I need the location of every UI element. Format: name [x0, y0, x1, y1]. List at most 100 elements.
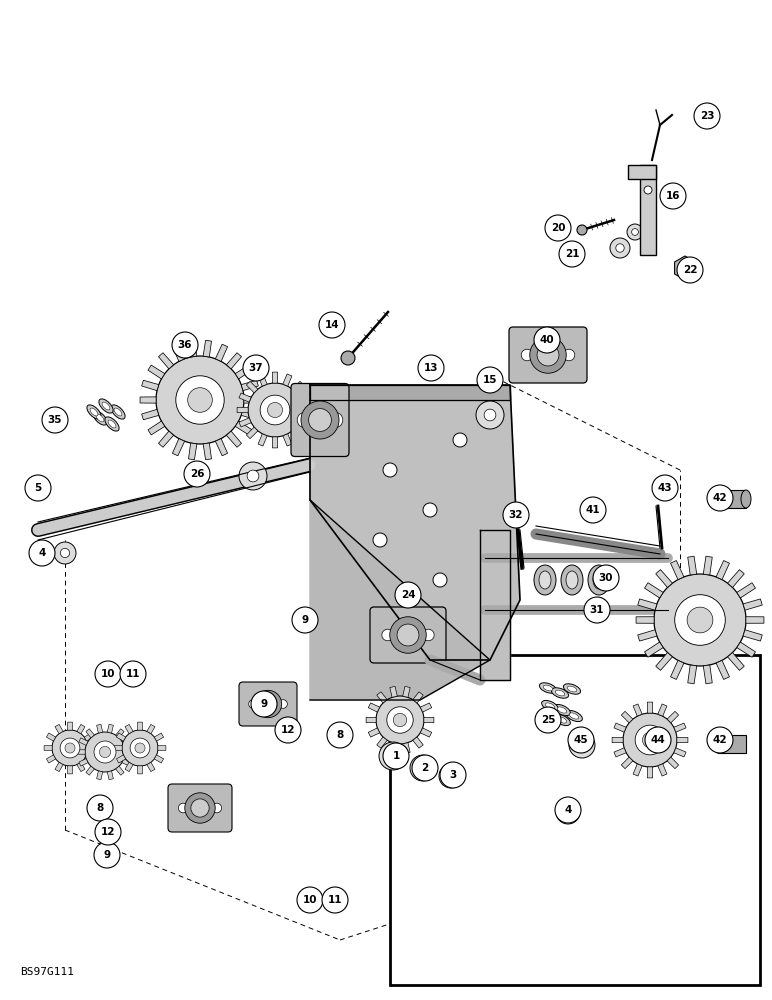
Circle shape — [65, 743, 75, 753]
Circle shape — [279, 700, 287, 708]
Ellipse shape — [534, 565, 556, 595]
Polygon shape — [648, 702, 652, 713]
Ellipse shape — [566, 710, 582, 722]
FancyBboxPatch shape — [370, 607, 446, 663]
Polygon shape — [368, 728, 380, 737]
Ellipse shape — [542, 709, 558, 721]
Text: 43: 43 — [658, 483, 672, 493]
Polygon shape — [246, 427, 258, 439]
Polygon shape — [658, 764, 667, 776]
FancyBboxPatch shape — [168, 784, 232, 832]
Circle shape — [707, 485, 733, 511]
Polygon shape — [420, 728, 432, 737]
Polygon shape — [86, 729, 94, 738]
Circle shape — [297, 412, 313, 428]
Circle shape — [297, 887, 323, 913]
Text: 30: 30 — [599, 573, 613, 583]
Circle shape — [95, 661, 121, 687]
Polygon shape — [241, 409, 259, 420]
Circle shape — [484, 409, 496, 421]
Bar — [390, 655, 760, 985]
Ellipse shape — [557, 717, 567, 723]
Polygon shape — [125, 750, 133, 754]
Polygon shape — [237, 407, 248, 413]
Text: 4: 4 — [564, 805, 572, 815]
Ellipse shape — [99, 399, 113, 413]
Polygon shape — [46, 733, 56, 741]
Polygon shape — [79, 759, 88, 766]
Circle shape — [383, 463, 397, 477]
Polygon shape — [125, 724, 133, 734]
Circle shape — [184, 461, 210, 487]
Circle shape — [292, 607, 318, 633]
Text: 20: 20 — [550, 223, 565, 233]
Text: 21: 21 — [565, 249, 579, 259]
Polygon shape — [688, 665, 696, 684]
Circle shape — [60, 738, 80, 758]
Polygon shape — [743, 599, 762, 610]
Ellipse shape — [111, 405, 125, 419]
Circle shape — [395, 582, 421, 608]
Polygon shape — [636, 617, 654, 623]
Circle shape — [176, 376, 224, 424]
Ellipse shape — [542, 700, 558, 712]
Circle shape — [616, 244, 625, 252]
Polygon shape — [239, 393, 251, 402]
Polygon shape — [273, 437, 278, 448]
Polygon shape — [226, 431, 242, 447]
Text: 9: 9 — [260, 699, 268, 709]
Polygon shape — [420, 703, 432, 712]
Circle shape — [397, 624, 419, 646]
Circle shape — [559, 241, 585, 267]
Polygon shape — [55, 724, 63, 734]
Ellipse shape — [108, 420, 116, 428]
Polygon shape — [244, 397, 260, 403]
Circle shape — [642, 732, 658, 748]
Circle shape — [191, 799, 209, 817]
Circle shape — [25, 475, 51, 501]
Circle shape — [410, 755, 436, 781]
Polygon shape — [310, 500, 490, 700]
Text: 11: 11 — [126, 669, 141, 679]
Polygon shape — [413, 737, 423, 748]
Circle shape — [248, 383, 302, 437]
Polygon shape — [727, 653, 744, 670]
Polygon shape — [671, 660, 684, 679]
Polygon shape — [239, 418, 251, 427]
Polygon shape — [215, 439, 228, 456]
Polygon shape — [148, 365, 164, 379]
Polygon shape — [310, 385, 510, 400]
Text: 8: 8 — [337, 730, 344, 740]
Text: 1: 1 — [392, 751, 400, 761]
Polygon shape — [137, 722, 142, 730]
Polygon shape — [366, 717, 376, 723]
Polygon shape — [157, 746, 166, 750]
Text: 12: 12 — [101, 827, 115, 837]
Polygon shape — [96, 724, 103, 733]
FancyBboxPatch shape — [291, 383, 349, 456]
Ellipse shape — [545, 712, 554, 718]
Circle shape — [94, 741, 116, 763]
Polygon shape — [292, 427, 303, 439]
Circle shape — [644, 186, 652, 194]
Ellipse shape — [93, 411, 107, 425]
Polygon shape — [226, 353, 242, 369]
Polygon shape — [148, 421, 164, 435]
Bar — [718, 735, 746, 753]
Polygon shape — [147, 762, 155, 772]
Polygon shape — [125, 762, 133, 772]
Circle shape — [568, 727, 594, 753]
Polygon shape — [273, 372, 278, 383]
Polygon shape — [203, 443, 212, 460]
Polygon shape — [235, 365, 252, 379]
Polygon shape — [674, 748, 686, 757]
Circle shape — [440, 762, 466, 788]
Circle shape — [301, 401, 339, 439]
Polygon shape — [117, 755, 126, 763]
Ellipse shape — [557, 707, 567, 713]
Circle shape — [52, 730, 88, 766]
Text: 23: 23 — [699, 111, 714, 121]
Polygon shape — [655, 570, 672, 587]
Circle shape — [383, 743, 409, 769]
Polygon shape — [746, 617, 764, 623]
